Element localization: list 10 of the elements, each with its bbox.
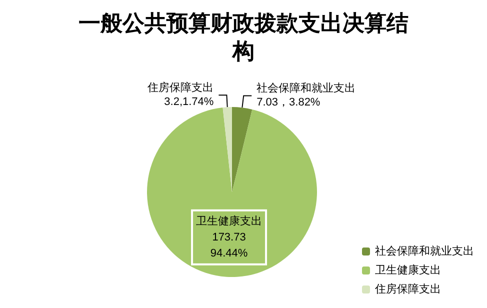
legend-label: 住房保障支出 bbox=[375, 282, 441, 296]
data-label: 173.73 94.44% bbox=[210, 231, 248, 260]
slice-label: 卫生健康支出 bbox=[196, 214, 262, 228]
chart-title: 一般公共预算财政拨款支出决算结构 bbox=[78, 10, 408, 64]
slice-label: 社会保障和就业支出 bbox=[256, 82, 356, 95]
legend-label: 社会保障和就业支出 bbox=[375, 244, 474, 258]
slice-label: 住房保障支出 bbox=[148, 81, 214, 94]
legend-label: 卫生健康支出 bbox=[375, 264, 441, 276]
data-label: 7.03，3.82% bbox=[256, 96, 320, 109]
data-label: 3.2,1.74% bbox=[164, 96, 214, 108]
